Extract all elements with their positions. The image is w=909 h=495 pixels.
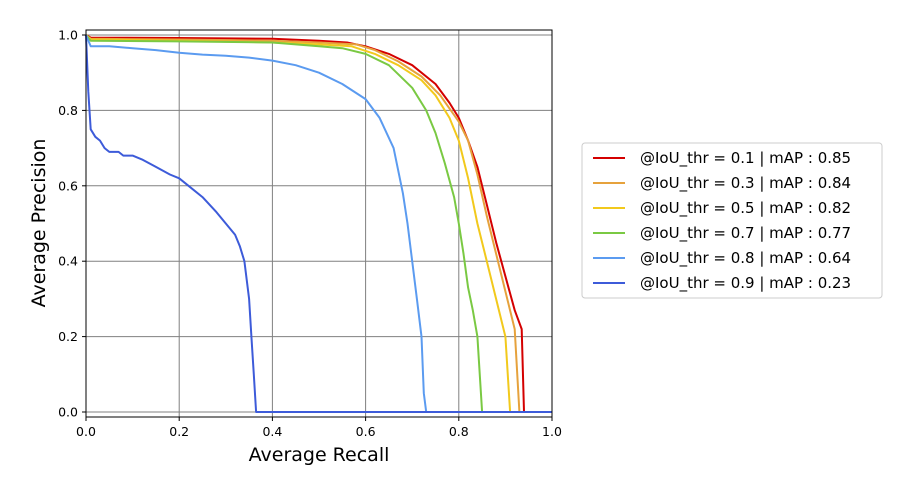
x-tick-label: 0.2 [169, 424, 189, 439]
series-group [85, 34, 552, 413]
y-tick-label: 0.0 [58, 405, 78, 420]
plot-background [86, 30, 552, 417]
x-tick-label: 0.6 [356, 424, 376, 439]
legend-label: @IoU_thr = 0.7 | mAP : 0.77 [640, 224, 851, 243]
y-axis: 0.0 0.2 0.4 0.6 0.8 1.0 [58, 28, 86, 420]
legend-frame [581, 142, 883, 299]
legend: @IoU_thr = 0.1 | mAP : 0.85 @IoU_thr = 0.… [581, 142, 883, 299]
y-tick-label: 0.8 [58, 103, 78, 118]
x-axis: 0.0 0.2 0.4 0.6 0.8 1.0 [76, 417, 562, 439]
y-tick-label: 0.4 [58, 254, 78, 269]
legend-label: @IoU_thr = 0.8 | mAP : 0.64 [640, 249, 851, 268]
legend-label: @IoU_thr = 0.3 | mAP : 0.84 [640, 174, 851, 193]
y-tick-label: 1.0 [58, 28, 78, 43]
series-line [85, 34, 552, 413]
series-line [85, 34, 552, 413]
x-tick-label: 0.0 [76, 424, 96, 439]
series-line [85, 34, 552, 413]
legend-label: @IoU_thr = 0.5 | mAP : 0.82 [640, 199, 851, 218]
x-axis-label: Average Recall [249, 444, 390, 466]
series-line [85, 34, 552, 413]
legend-label: @IoU_thr = 0.9 | mAP : 0.23 [640, 274, 851, 293]
x-tick-label: 0.4 [262, 424, 282, 439]
x-tick-label: 1.0 [542, 424, 562, 439]
y-axis-label: Average Precision [28, 139, 50, 308]
series-line [85, 34, 552, 413]
legend-items: @IoU_thr = 0.1 | mAP : 0.85 @IoU_thr = 0.… [593, 149, 851, 293]
y-tick-label: 0.2 [58, 329, 78, 344]
y-tick-label: 0.6 [58, 178, 78, 193]
legend-label: @IoU_thr = 0.1 | mAP : 0.85 [640, 149, 851, 168]
plot-frame [85, 29, 553, 418]
x-tick-label: 0.8 [449, 424, 469, 439]
